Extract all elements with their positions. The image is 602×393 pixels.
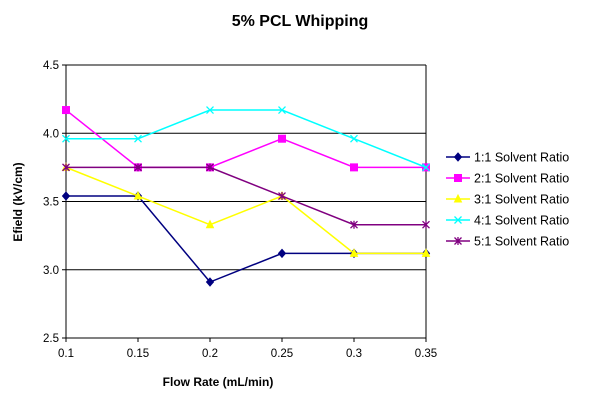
x-tick-label: 0.1 <box>58 348 74 360</box>
legend-marker <box>453 152 463 162</box>
series-5 <box>62 163 430 229</box>
y-axis-ticks: 2.5 3.0 3.5 4.0 4.5 <box>43 60 66 345</box>
y-tick-label: 3.0 <box>43 265 59 277</box>
chart-title: 5% PCL Whipping <box>232 13 369 30</box>
data-point <box>350 220 358 229</box>
x-tick-label: 0.15 <box>127 348 149 360</box>
legend-entry: 2:1 Solvent Ratio <box>446 172 569 186</box>
data-point <box>61 191 71 201</box>
x-tick-label: 0.3 <box>346 348 362 360</box>
data-point <box>206 163 214 172</box>
series-line <box>66 109 427 169</box>
series-layer <box>61 106 431 287</box>
data-point <box>350 134 358 143</box>
data-point <box>349 248 359 257</box>
y-tick-label: 4.5 <box>43 60 59 72</box>
legend-entry: 1:1 Solvent Ratio <box>446 151 569 165</box>
legend-label: 2:1 Solvent Ratio <box>474 172 569 186</box>
legend-label: 1:1 Solvent Ratio <box>474 151 569 165</box>
data-point <box>133 190 143 200</box>
legend-entry: 4:1 Solvent Ratio <box>446 214 569 228</box>
x-axis-title: Flow Rate (mL/min) <box>163 375 274 389</box>
legend-label: 4:1 Solvent Ratio <box>474 214 569 228</box>
data-point <box>422 163 430 172</box>
data-point <box>277 248 287 259</box>
data-point <box>350 163 358 172</box>
data-point <box>206 106 214 115</box>
series-4 <box>62 106 430 172</box>
legend-label: 3:1 Solvent Ratio <box>474 193 569 207</box>
data-point <box>62 163 70 172</box>
data-point <box>421 248 431 257</box>
data-point <box>205 277 215 287</box>
data-point <box>205 219 215 229</box>
x-tick-label: 0.35 <box>415 348 437 360</box>
data-point <box>278 106 286 115</box>
y-tick-label: 2.5 <box>43 333 59 345</box>
y-tick-label: 4.0 <box>43 128 59 140</box>
legend-marker <box>453 193 463 203</box>
legend-marker <box>454 237 462 245</box>
y-axis-title: Efield (kV/cm) <box>11 162 25 241</box>
gridlines <box>66 64 426 271</box>
series-line <box>66 166 426 226</box>
x-axis-ticks: 0.1 0.15 0.2 0.25 0.3 0.35 <box>58 338 437 360</box>
legend-marker <box>454 216 462 224</box>
data-point <box>62 106 70 115</box>
x-tick-label: 0.25 <box>271 348 293 360</box>
data-point <box>278 134 286 143</box>
data-point <box>134 163 142 172</box>
data-point <box>278 192 286 201</box>
legend-entry: 5:1 Solvent Ratio <box>446 235 569 249</box>
legend-entry: 3:1 Solvent Ratio <box>446 193 569 207</box>
legend: 1:1 Solvent Ratio 2:1 Solvent Ratio 3:1 So… <box>446 151 569 249</box>
series-line <box>65 109 426 169</box>
data-point <box>134 134 142 143</box>
legend-marker <box>454 174 462 182</box>
series-line <box>65 166 426 255</box>
data-point <box>62 134 70 143</box>
data-point <box>422 220 430 229</box>
legend-label: 5:1 Solvent Ratio <box>474 235 569 249</box>
x-tick-label: 0.2 <box>202 348 218 360</box>
y-tick-label: 3.5 <box>43 197 59 209</box>
